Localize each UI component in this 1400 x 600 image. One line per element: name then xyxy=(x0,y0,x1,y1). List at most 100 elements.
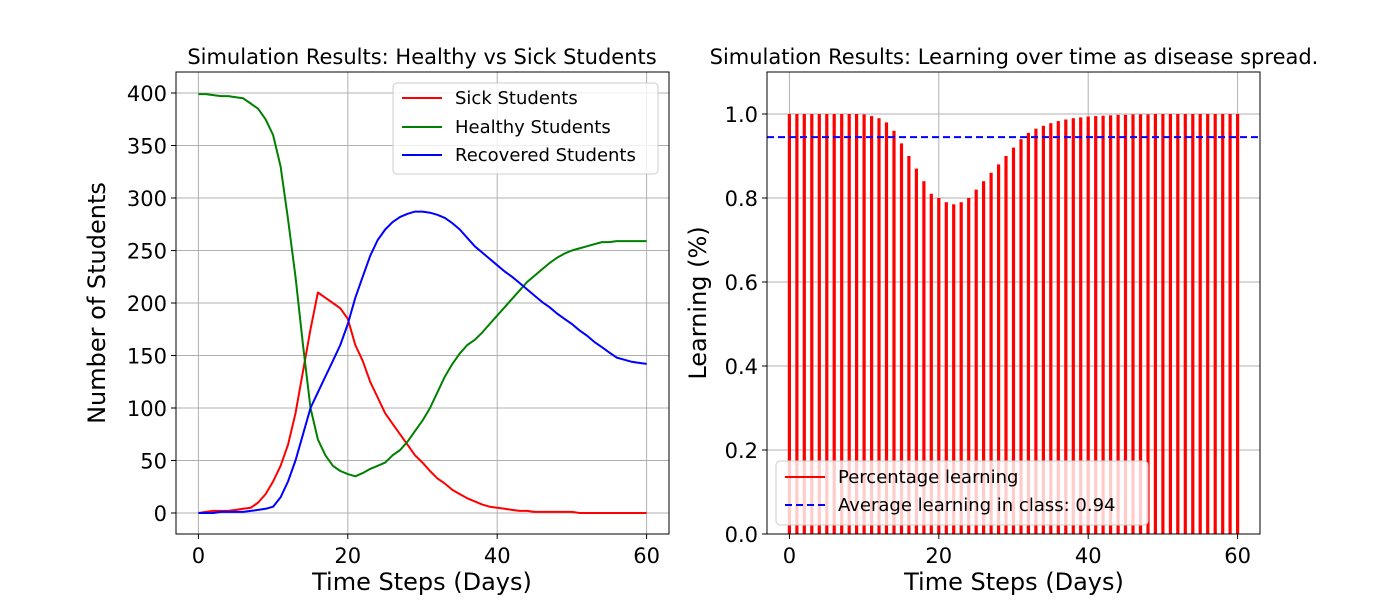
learning-bar xyxy=(795,114,799,534)
learning-bar xyxy=(1004,156,1008,534)
y-axis-label: Number of Students xyxy=(83,182,111,424)
learning-bar xyxy=(1019,139,1023,534)
y-tick-label: 200 xyxy=(127,292,167,316)
learning-bar xyxy=(1086,116,1090,534)
y-tick-label: 0.8 xyxy=(725,187,758,211)
learning-bar xyxy=(847,114,851,534)
y-tick-label: 0.2 xyxy=(725,439,758,463)
legend-label-sick: Sick Students xyxy=(455,88,578,109)
y-tick-label: 0.4 xyxy=(725,355,758,379)
learning-bar xyxy=(1236,114,1240,534)
learning-bar xyxy=(914,168,918,534)
learning-bar xyxy=(1109,115,1113,535)
legend: Sick Students Healthy Students Recovered… xyxy=(392,82,659,175)
learning-bar xyxy=(862,114,866,535)
y-tick-label: 100 xyxy=(127,397,167,421)
learning-bar xyxy=(1011,147,1016,534)
x-tick-label: 40 xyxy=(484,544,511,568)
learning-bars xyxy=(787,114,1240,535)
learning-bar xyxy=(832,114,836,534)
sick-students-line xyxy=(198,291,647,514)
y-tick-label: 0.6 xyxy=(725,271,758,295)
x-tick-label: 60 xyxy=(633,544,660,568)
legend-label-percentage: Percentage learning xyxy=(838,467,1018,488)
learning-bar xyxy=(922,181,926,534)
learning-bar xyxy=(944,202,948,534)
legend-box xyxy=(775,460,1149,526)
healthy-students-line xyxy=(198,93,647,478)
chart-learning: 0 20 40 60 0.0 0.2 0.4 0.6 0.8 1.0 Simulation Re… xyxy=(684,45,1318,596)
learning-bar xyxy=(817,114,821,534)
learning-bar xyxy=(929,193,933,535)
learning-bar xyxy=(825,114,829,534)
legend-label-recovered: Recovered Students xyxy=(455,145,636,166)
y-axis-label: Learning (%) xyxy=(684,226,712,379)
learning-bar xyxy=(974,189,978,534)
learning-bar xyxy=(959,202,963,534)
learning-bar xyxy=(810,114,814,534)
learning-bar xyxy=(1146,114,1150,535)
learning-bar xyxy=(937,198,941,534)
recovered-students-line xyxy=(198,210,647,514)
y-tick-label: 150 xyxy=(127,345,167,369)
learning-bar xyxy=(1049,123,1053,534)
y-axis-ticks: 0.0 0.2 0.4 0.6 0.8 1.0 xyxy=(725,103,767,547)
learning-bar xyxy=(1041,125,1045,535)
learning-bar xyxy=(952,204,956,535)
x-axis-ticks: 0 20 40 60 xyxy=(192,534,660,568)
learning-bar xyxy=(997,164,1001,534)
learning-bar xyxy=(907,156,911,534)
learning-bar xyxy=(1176,114,1180,534)
legend-label-average: Average learning in class: 0.94 xyxy=(838,495,1115,516)
learning-bar xyxy=(1064,119,1068,534)
x-tick-label: 60 xyxy=(1224,544,1251,568)
learning-bar xyxy=(1228,114,1232,534)
learning-bar xyxy=(877,118,881,534)
legend-label-healthy: Healthy Students xyxy=(455,117,611,138)
learning-bar xyxy=(1094,116,1098,534)
learning-bar xyxy=(1198,114,1202,534)
learning-bar xyxy=(1213,114,1217,534)
learning-bar xyxy=(1138,114,1143,535)
learning-bar xyxy=(1161,114,1165,534)
learning-bar xyxy=(1056,121,1060,534)
learning-bar xyxy=(1116,114,1120,535)
learning-bar xyxy=(884,122,889,535)
learning-bar xyxy=(870,116,874,534)
y-tick-label: 0.0 xyxy=(725,523,758,547)
learning-bar xyxy=(1079,117,1083,535)
y-tick-label: 250 xyxy=(127,240,167,264)
learning-bar xyxy=(1101,115,1105,534)
chart-healthy-vs-sick: 0 20 40 60 0 50 100 150 200 250 300 350 400 Simulat… xyxy=(83,45,670,596)
plot-frame xyxy=(766,71,1261,535)
learning-bar xyxy=(840,114,844,534)
x-tick-label: 40 xyxy=(1075,544,1102,568)
y-tick-label: 0 xyxy=(154,502,167,526)
y-tick-label: 400 xyxy=(127,82,167,106)
learning-bar xyxy=(892,130,896,535)
learning-bar xyxy=(1183,114,1187,534)
y-tick-label: 300 xyxy=(127,187,167,211)
chart-title: Simulation Results: Learning over time a… xyxy=(710,45,1319,69)
y-tick-label: 350 xyxy=(127,135,167,159)
y-axis-ticks: 0 50 100 150 200 250 300 350 400 xyxy=(127,82,176,526)
learning-bar xyxy=(1191,114,1195,534)
learning-bar xyxy=(1034,128,1038,534)
learning-bar xyxy=(802,114,806,534)
x-tick-label: 20 xyxy=(334,544,361,568)
learning-bar xyxy=(1153,114,1157,534)
learning-bar xyxy=(1123,114,1128,535)
learning-bar xyxy=(1026,132,1030,534)
x-axis-label: Time Steps (Days) xyxy=(311,568,532,596)
learning-bar xyxy=(899,143,904,534)
y-tick-label: 1.0 xyxy=(725,103,758,127)
learning-bar xyxy=(1221,114,1225,534)
x-axis-label: Time Steps (Days) xyxy=(903,568,1124,596)
learning-bar xyxy=(989,172,993,535)
learning-bar xyxy=(1131,114,1135,535)
learning-bar xyxy=(855,114,859,534)
learning-bar xyxy=(967,198,971,534)
x-axis-ticks: 0 20 40 60 xyxy=(783,534,1251,568)
x-tick-label: 0 xyxy=(783,544,796,568)
